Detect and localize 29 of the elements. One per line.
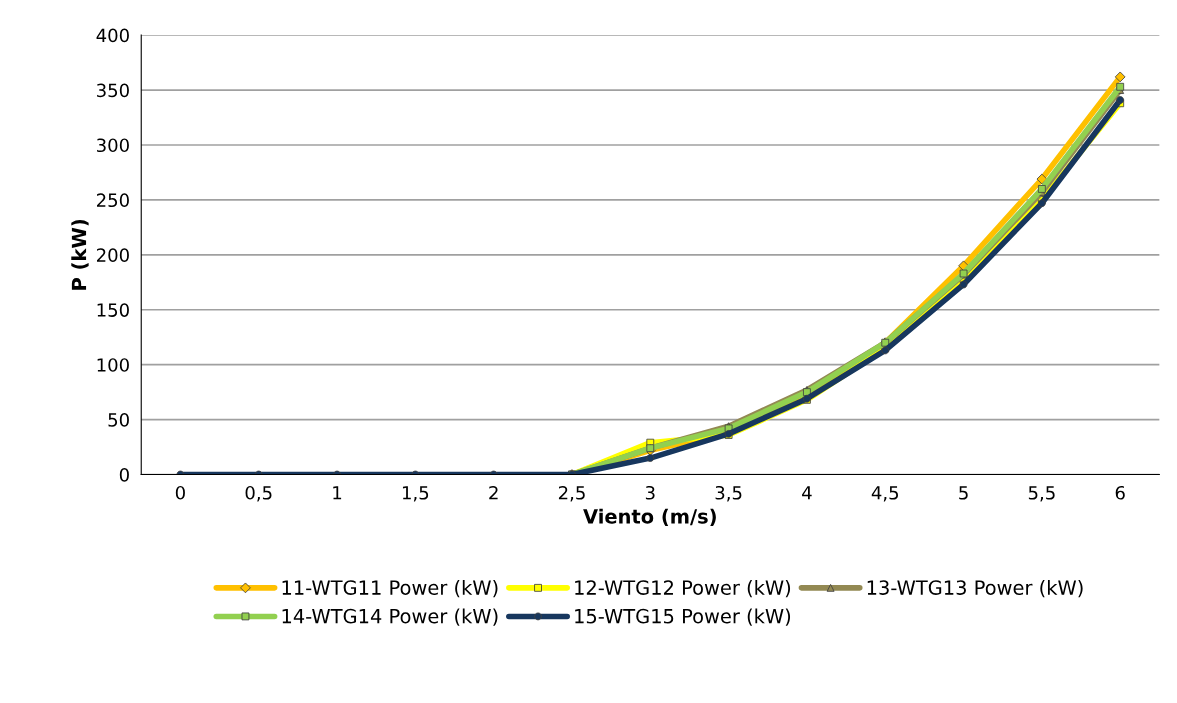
x-tick-label: 3 bbox=[645, 485, 655, 500]
y-tick-label: 100 bbox=[97, 358, 129, 372]
y-tick-label: 300 bbox=[97, 138, 129, 153]
x-axis-title: Viento (m/s) bbox=[583, 508, 716, 527]
x-tick-label: 2,5 bbox=[558, 485, 585, 502]
y-tick-label: 400 bbox=[96, 28, 129, 43]
y-tick-label: 150 bbox=[97, 303, 129, 317]
y-tick-label: 50 bbox=[108, 413, 129, 427]
x-tick-label: 0 bbox=[175, 485, 185, 500]
y-axis-title: P (kW) bbox=[71, 219, 89, 290]
x-tick-label: 0,5 bbox=[245, 485, 272, 502]
legend-label: 15-WTG15 Power (kW) bbox=[575, 608, 791, 626]
x-tick-label: 5,5 bbox=[1028, 486, 1055, 502]
x-tick-label: 3,5 bbox=[715, 485, 742, 502]
x-tick-label: 2 bbox=[489, 485, 498, 500]
y-tick-label: 0 bbox=[119, 467, 129, 482]
y-tick-label: 250 bbox=[96, 193, 129, 208]
x-tick-label: 5 bbox=[959, 486, 968, 500]
y-tick-label: 200 bbox=[96, 248, 129, 262]
legend-label: 14-WTG14 Power (kW) bbox=[282, 608, 498, 626]
legend-label: 12-WTG12 Power (kW) bbox=[575, 579, 791, 598]
legend-label: 13-WTG13 Power (kW) bbox=[867, 579, 1083, 598]
legend-label: 11-WTG11 Power (kW) bbox=[282, 579, 498, 598]
x-tick-label: 4,5 bbox=[871, 486, 899, 502]
x-tick-label: 1,5 bbox=[402, 486, 429, 502]
y-tick-label: 350 bbox=[97, 83, 129, 98]
x-tick-label: 4 bbox=[802, 486, 812, 500]
x-tick-label: 1 bbox=[333, 486, 342, 500]
x-tick-label: 6 bbox=[1115, 485, 1125, 500]
